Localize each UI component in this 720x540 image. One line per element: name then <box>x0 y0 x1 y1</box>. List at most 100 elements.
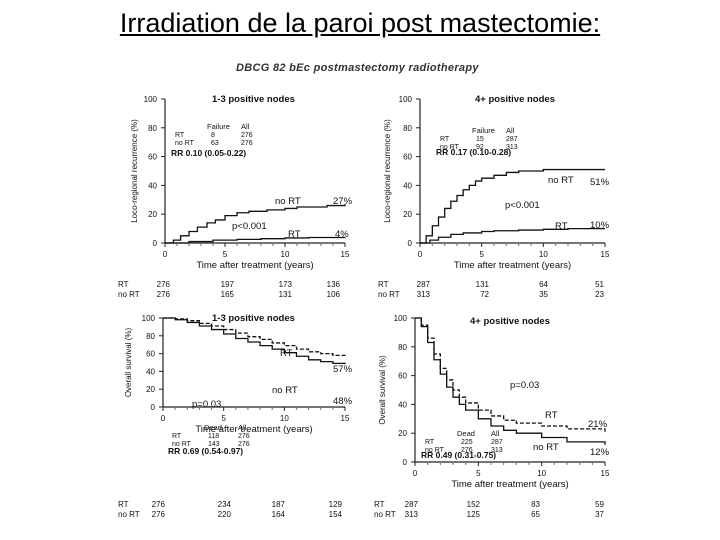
x-minor-tick <box>248 244 250 246</box>
y-tick-label: 100 <box>142 314 156 323</box>
x-minor-tick <box>174 408 176 410</box>
x-tick-label: 10 <box>281 250 290 259</box>
stats-group: RT <box>172 433 182 440</box>
panel-title: 4+ positive nodes <box>475 94 555 105</box>
x-minor-tick <box>553 463 556 465</box>
x-minor-tick <box>320 408 322 410</box>
stats-all: 276 <box>238 433 250 440</box>
at-risk-group: no RT <box>118 510 140 519</box>
stats-group: no RT <box>175 140 195 147</box>
x-minor-tick <box>308 244 310 246</box>
stats-failure: 15 <box>476 136 484 143</box>
series-line-no-rt <box>415 317 606 445</box>
x-minor-tick <box>186 408 188 410</box>
x-minor-tick <box>591 244 594 246</box>
slide-title: Irradiation de la paroi post mastectomie… <box>119 8 601 38</box>
at-risk-value: 136 <box>327 280 341 289</box>
x-minor-tick <box>259 408 261 410</box>
y-tick-label: 40 <box>398 400 407 409</box>
y-tick-label: 0 <box>403 458 408 467</box>
x-tick-label: 5 <box>223 250 228 259</box>
at-risk-value: 72 <box>480 290 489 299</box>
series-line-rt <box>163 317 346 357</box>
p-value-label: p<0.001 <box>505 200 540 211</box>
panel-title: 4+ positive nodes <box>470 316 550 327</box>
x-tick-label: 0 <box>163 250 168 259</box>
x-minor-tick <box>464 463 467 465</box>
at-risk-value: 152 <box>467 500 481 509</box>
at-risk-group: no RT <box>378 290 400 299</box>
x-minor-tick <box>528 463 530 465</box>
y-tick-label: 100 <box>399 95 413 104</box>
y-tick-label: 20 <box>146 385 155 394</box>
x-tick-label: 0 <box>418 250 423 259</box>
at-risk-value: 64 <box>539 280 548 289</box>
x-minor-tick <box>566 463 568 465</box>
x-minor-tick <box>198 408 201 410</box>
stats-all: 287 <box>491 439 503 446</box>
y-tick-label: 60 <box>148 153 157 162</box>
y-tick-label: 40 <box>148 181 157 190</box>
at-risk-value: 276 <box>152 510 166 519</box>
y-axis-label: Loco-regional recurrence (%) <box>383 119 392 223</box>
stats-header: Dead <box>457 429 475 438</box>
at-risk-value: 59 <box>595 500 604 509</box>
x-minor-tick <box>295 408 298 410</box>
p-value-label: p=0.03 <box>510 380 539 391</box>
at-risk-value: 197 <box>221 280 235 289</box>
series-label: no RT <box>272 385 298 396</box>
at-risk-value: 125 <box>467 510 481 519</box>
x-axis-label: Time after treatment (years) <box>451 479 568 490</box>
y-tick-label: 80 <box>146 332 155 341</box>
y-tick-label: 20 <box>148 210 157 219</box>
at-risk-group: RT <box>118 280 129 289</box>
x-tick-label: 10 <box>539 250 548 259</box>
stats-header: Failure <box>472 126 495 135</box>
x-axis-label: Time after treatment (years) <box>454 260 571 271</box>
y-tick-label: 20 <box>403 210 412 219</box>
y-tick-label: 60 <box>398 372 407 381</box>
end-value-label: 51% <box>590 177 610 188</box>
stats-all: 276 <box>238 441 250 448</box>
stats-group: RT <box>175 132 185 139</box>
x-tick-label: 0 <box>161 414 166 423</box>
panel-title: 1-3 positive nodes <box>212 313 295 324</box>
at-risk-value: 164 <box>272 510 286 519</box>
x-minor-tick <box>188 244 190 246</box>
x-tick-label: 15 <box>601 250 610 259</box>
at-risk-value: 83 <box>531 500 540 509</box>
p-value-label: p=0.03 <box>192 399 221 410</box>
at-risk-value: 35 <box>539 290 548 299</box>
x-minor-tick <box>210 408 213 410</box>
series-line-no-rt <box>165 204 346 244</box>
x-minor-tick <box>176 244 178 246</box>
series-label: RT <box>288 229 301 240</box>
stats-all: 313 <box>506 144 518 151</box>
x-minor-tick <box>307 408 310 410</box>
y-tick-label: 100 <box>144 95 158 104</box>
x-minor-tick <box>320 244 322 246</box>
x-minor-tick <box>578 463 581 465</box>
relative-risk-label: RR 0.10 (0.05-0.22) <box>171 148 246 158</box>
y-tick-label: 20 <box>398 429 407 438</box>
stats-header: Failure <box>207 122 230 131</box>
x-minor-tick <box>443 244 446 246</box>
x-tick-label: 10 <box>537 469 546 478</box>
at-risk-value: 287 <box>405 500 419 509</box>
x-minor-tick <box>468 244 471 246</box>
y-axis-label: Overall survival (%) <box>124 327 133 397</box>
y-tick-label: 60 <box>403 153 412 162</box>
x-minor-tick <box>452 463 454 465</box>
series-line-no-rt <box>420 168 605 244</box>
y-tick-label: 0 <box>151 403 156 412</box>
at-risk-value: 131 <box>279 290 293 299</box>
series-line-no-rt <box>163 317 346 365</box>
stats-group: no RT <box>440 144 460 151</box>
at-risk-value: 129 <box>329 500 343 509</box>
panel-title: 1-3 positive nodes <box>212 94 295 105</box>
x-minor-tick <box>515 463 518 465</box>
x-minor-tick <box>456 244 458 246</box>
end-value-label: 21% <box>588 419 608 430</box>
x-tick-label: 5 <box>221 414 226 423</box>
x-minor-tick <box>502 463 505 465</box>
